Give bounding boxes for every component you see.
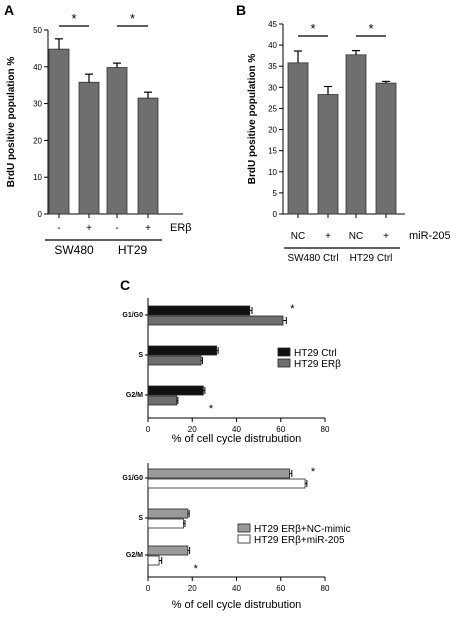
significance-star: *: [209, 403, 214, 415]
x-tick-label: 80: [321, 584, 330, 593]
bar: [147, 468, 291, 479]
x-tick-label: 60: [276, 425, 285, 434]
treatment-mark: +: [383, 231, 389, 242]
legend-label: HT29 ERβ: [294, 359, 341, 370]
treatment-mark: +: [325, 231, 331, 242]
significance-star: *: [130, 11, 135, 26]
treatment-mark: -: [57, 223, 60, 234]
x-axis-title: % of cell cycle distrubution: [172, 599, 302, 611]
bar: [106, 67, 128, 215]
category-label: S: [138, 352, 143, 359]
bar: [48, 48, 70, 215]
significance-star: *: [194, 563, 199, 575]
y-tick-label: 0: [273, 210, 278, 219]
treatment-mark: +: [145, 223, 151, 234]
panel-letter-b: B: [236, 2, 246, 18]
treatment-label: ERβ: [170, 222, 192, 234]
bar: [147, 518, 184, 529]
bar: [147, 355, 202, 366]
bar: [147, 508, 189, 519]
category-label: G1/G0: [122, 312, 143, 319]
bar: [78, 81, 100, 215]
y-tick-label: 35: [268, 62, 277, 71]
x-axis-title: % of cell cycle distrubution: [172, 433, 302, 445]
group-label: SW480: [54, 243, 94, 257]
significance-star: *: [71, 11, 76, 26]
y-axis-title: BrdU positive population %: [6, 57, 17, 188]
category-label: G2/M: [126, 392, 143, 399]
bar: [375, 82, 397, 215]
y-tick-label: 40: [33, 63, 42, 72]
x-tick-label: 20: [188, 584, 197, 593]
legend-swatch: [277, 347, 291, 357]
bar: [137, 97, 159, 215]
panel-letter-c: C: [120, 277, 130, 293]
y-tick-label: 20: [268, 126, 277, 135]
y-tick-label: 0: [38, 210, 43, 219]
bar: [147, 478, 306, 489]
treatment-mark: NC: [349, 231, 363, 242]
panel-letters: A B C: [4, 2, 246, 293]
category-label: G1/G0: [122, 475, 143, 482]
legend-swatch: [237, 534, 251, 544]
panel-b-bar-chart: 0 5 10 15 20 25 30 35 40 45 BrdU positive populati…: [247, 20, 450, 264]
category-label: G2/M: [126, 552, 143, 559]
bar: [147, 315, 284, 326]
legend-label: HT29 ERβ+miR-205: [254, 535, 345, 546]
x-tick-label: 80: [321, 425, 330, 434]
y-tick-label: 10: [33, 173, 42, 182]
bar: [147, 305, 251, 316]
legend-label: HT29 Ctrl: [294, 348, 337, 359]
y-tick-label: 20: [33, 136, 42, 145]
treatment-mark: +: [86, 223, 92, 234]
legend-swatch: [237, 523, 251, 533]
panel-c-top-hbar-chart: 0 20 40 60 80 % of cell cycle distrubution G1/…: [122, 298, 341, 445]
legend-swatch: [277, 358, 291, 368]
category-label: S: [138, 515, 143, 522]
x-tick-label: 20: [188, 425, 197, 434]
y-tick-label: 5: [273, 189, 278, 198]
group-label: HT29: [118, 243, 148, 257]
x-tick-label: 0: [146, 584, 151, 593]
legend-label: HT29 ERβ+NC-mimic: [254, 524, 351, 535]
x-tick-label: 40: [232, 584, 241, 593]
x-tick-label: 40: [232, 425, 241, 434]
bar: [317, 94, 339, 215]
bar: [147, 395, 178, 406]
panel-c-bottom-hbar-chart: 0 20 40 60 80 % of cell cycle distrubution G1/…: [122, 463, 351, 611]
y-tick-label: 30: [268, 83, 277, 92]
x-tick-label: 60: [276, 584, 285, 593]
group-label: HT29 Ctrl: [350, 253, 393, 264]
y-tick-label: 15: [268, 147, 277, 156]
panel-a-bar-chart: 0 10 20 30 40 50 BrdU positive population % - + -…: [6, 11, 192, 257]
significance-star: *: [311, 466, 316, 478]
y-tick-label: 25: [268, 104, 277, 113]
significance-star: *: [368, 21, 373, 36]
y-axis-title: BrdU positive population %: [247, 54, 258, 185]
group-label: SW480 Ctrl: [287, 253, 338, 264]
y-tick-label: 40: [268, 41, 277, 50]
x-tick-label: 0: [146, 425, 151, 434]
y-tick-label: 50: [33, 26, 42, 35]
bar: [147, 545, 189, 556]
bar: [287, 62, 309, 215]
y-tick-label: 30: [33, 100, 42, 109]
treatment-mark: NC: [291, 231, 305, 242]
treatment-mark: -: [115, 223, 118, 234]
y-tick-label: 45: [268, 20, 277, 29]
significance-star: *: [310, 21, 315, 36]
bar: [345, 54, 367, 215]
y-tick-label: 10: [268, 168, 277, 177]
bar: [147, 345, 217, 356]
treatment-label: miR-205: [409, 230, 450, 242]
panel-letter-a: A: [4, 2, 14, 18]
significance-star: *: [290, 303, 295, 315]
bar: [147, 385, 204, 396]
bar: [147, 555, 160, 566]
